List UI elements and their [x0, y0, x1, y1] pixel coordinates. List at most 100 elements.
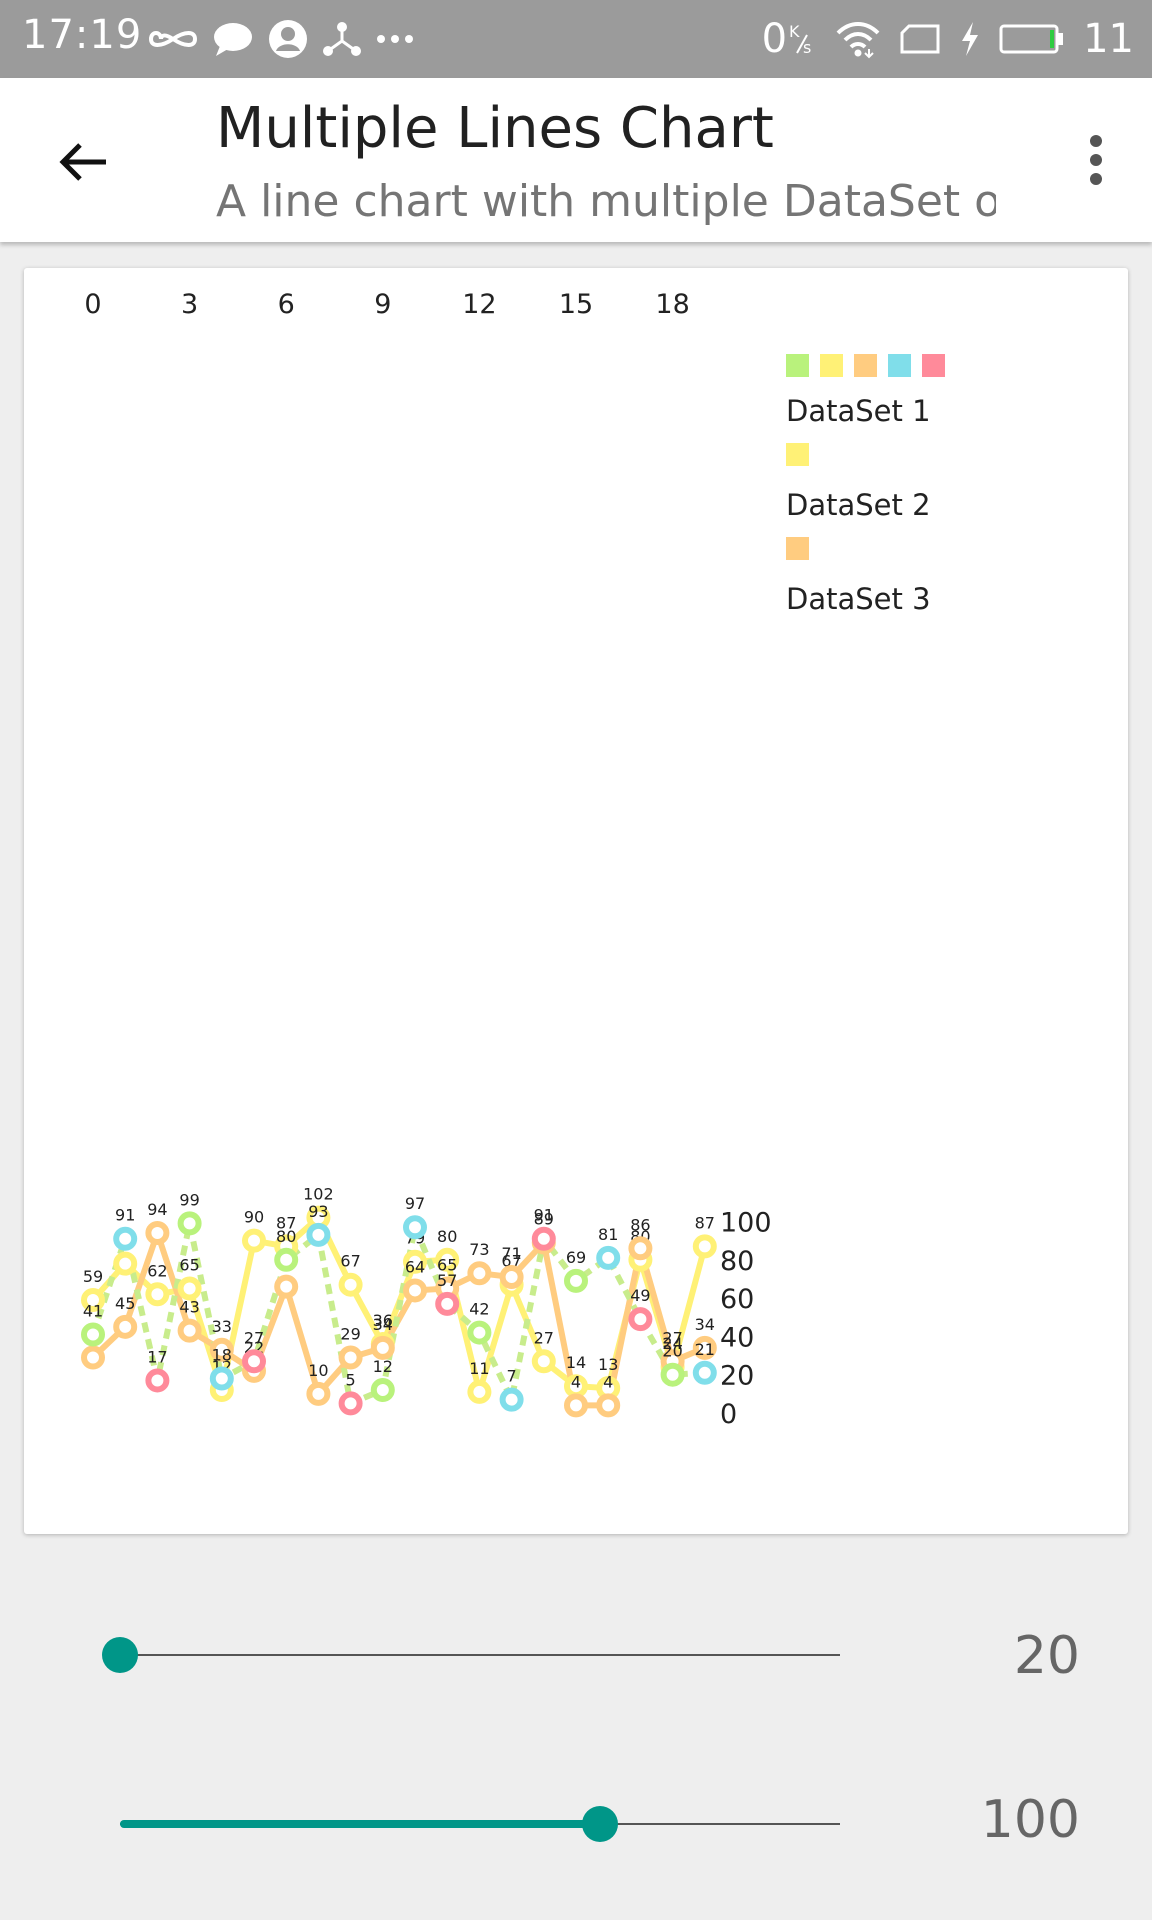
data-label: 11 [469, 1359, 489, 1378]
status-time: 17:19 [22, 12, 143, 58]
x-tick-label: 12 [462, 289, 496, 320]
svg-text:K: K [789, 22, 800, 41]
data-point [692, 1335, 717, 1360]
data-point [338, 1391, 363, 1416]
data-label: 34 [695, 1315, 715, 1334]
battery-level: 11 [1083, 16, 1134, 62]
data-label: 91 [534, 1206, 554, 1225]
data-label: 87 [276, 1213, 296, 1232]
data-label: 86 [630, 1215, 650, 1234]
data-label: 67 [340, 1252, 360, 1271]
wifi-icon [835, 19, 881, 59]
chart-card: 0369121518020406080100597862651290871026… [24, 268, 1128, 1534]
x-tick-label: 0 [84, 289, 101, 320]
data-point [81, 1322, 105, 1347]
slider-track[interactable] [120, 1654, 840, 1656]
data-point [242, 1228, 266, 1253]
charging-bolt-icon [959, 21, 981, 57]
page-title: Multiple Lines Chart [216, 96, 774, 161]
data-label: 71 [501, 1244, 521, 1263]
slider-thumb[interactable] [582, 1806, 619, 1842]
data-point [81, 1345, 105, 1370]
data-point [467, 1320, 492, 1345]
line-chart[interactable]: 0369121518020406080100597862651290871026… [24, 268, 1128, 1534]
more-dots-icon [376, 33, 414, 45]
data-label: 80 [276, 1227, 296, 1246]
data-point [467, 1379, 492, 1404]
legend-label-dataset-3: DataSet 3 [786, 582, 931, 616]
data-label: 29 [340, 1324, 360, 1343]
data-label: 21 [695, 1340, 715, 1359]
data-label: 4 [571, 1372, 581, 1391]
slider-thumb[interactable] [102, 1637, 138, 1673]
slider-y-range[interactable]: 100 [0, 1760, 1152, 1880]
data-point [145, 1220, 170, 1245]
share-nodes-icon [322, 19, 362, 59]
data-point [596, 1245, 621, 1270]
overflow-menu-button[interactable] [1066, 128, 1126, 192]
data-point [209, 1337, 234, 1362]
data-label: 67 [501, 1252, 521, 1271]
x-tick-label: 3 [181, 289, 198, 320]
data-label: 102 [303, 1185, 334, 1204]
legend-swatch-dataset-3 [786, 537, 809, 560]
data-label: 97 [405, 1194, 425, 1213]
data-label: 93 [308, 1202, 328, 1221]
page-subtitle: A line chart with multiple DataSet o.. [216, 176, 996, 227]
data-point [403, 1278, 427, 1303]
data-label: 34 [373, 1315, 393, 1334]
data-label: 49 [630, 1286, 650, 1305]
data-label: 99 [179, 1190, 199, 1209]
data-point [660, 1362, 685, 1387]
legend-swatch [820, 354, 843, 377]
data-label: 27 [244, 1328, 264, 1347]
overflow-menu-icon [1090, 135, 1102, 185]
svg-text:s: s [803, 38, 811, 57]
back-button[interactable] [48, 126, 120, 198]
data-point [338, 1272, 363, 1297]
data-point [370, 1335, 395, 1360]
data-label: 65 [437, 1256, 457, 1275]
y-tick-label: 20 [720, 1361, 754, 1392]
data-label: 87 [695, 1213, 715, 1232]
data-point [113, 1251, 138, 1276]
data-point [177, 1276, 202, 1301]
legend-label-dataset-1: DataSet 1 [786, 394, 931, 428]
infinity-icon [148, 24, 198, 54]
data-point [499, 1265, 524, 1290]
slider-x-count[interactable]: 20 [0, 1596, 1152, 1716]
x-tick-label: 15 [559, 289, 593, 320]
y-tick-label: 40 [720, 1322, 754, 1353]
data-label: 41 [83, 1301, 103, 1320]
data-point [531, 1349, 556, 1374]
data-point [81, 1288, 105, 1313]
data-label: 17 [147, 1347, 167, 1366]
y-tick-label: 0 [720, 1399, 737, 1430]
data-point [531, 1226, 556, 1251]
data-point [435, 1291, 460, 1316]
data-label: 90 [244, 1208, 264, 1227]
data-point [467, 1261, 492, 1286]
data-label: 13 [598, 1355, 618, 1374]
legend-swatch [854, 354, 877, 377]
x-tick-label: 18 [655, 289, 689, 320]
x-tick-label: 9 [374, 289, 391, 320]
data-point [628, 1236, 653, 1261]
data-label: 24 [662, 1334, 682, 1353]
data-point [145, 1368, 170, 1393]
battery-icon [999, 23, 1065, 55]
y-tick-label: 60 [720, 1284, 754, 1315]
legend-swatch-row [786, 354, 1126, 377]
data-label: 27 [662, 1328, 682, 1347]
data-label: 7 [507, 1367, 517, 1386]
account-circle-icon [268, 19, 308, 59]
legend-swatch [888, 354, 911, 377]
data-point [306, 1381, 331, 1406]
legend-label-dataset-2: DataSet 2 [786, 488, 931, 522]
status-icons-left [148, 18, 414, 60]
x-tick-label: 6 [278, 289, 295, 320]
arrow-back-icon [59, 143, 106, 181]
data-point [403, 1215, 427, 1240]
data-label: 5 [346, 1370, 356, 1389]
